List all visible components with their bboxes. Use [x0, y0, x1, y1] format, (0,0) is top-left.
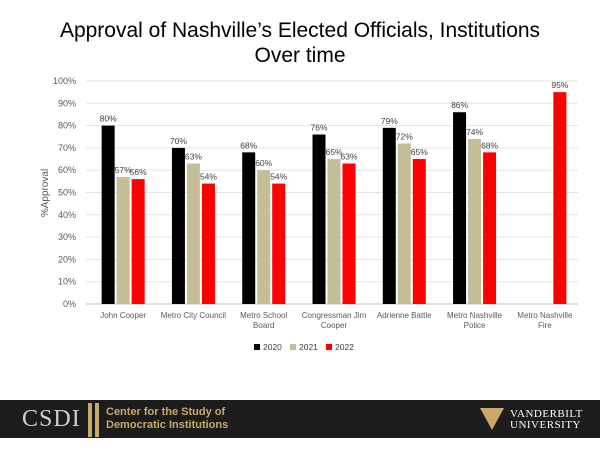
y-axis-ticks: 0% 10% 20% 30% 40% 50% 60% 70% 80% 90% 100%: [53, 76, 76, 309]
y-tick-label: 100%: [53, 76, 76, 86]
legend-label: 2022: [335, 342, 354, 352]
y-tick-label: 90%: [58, 98, 76, 108]
bar-2022: [201, 183, 215, 304]
csdi-logo: CSDI: [22, 406, 81, 432]
bar-2021: [116, 176, 130, 304]
bar-2022: [272, 183, 286, 304]
csdi-name-line2: Democratic Institutions: [106, 419, 229, 431]
y-axis-label: %Approval: [40, 169, 51, 217]
x-tick-label: Congressman Jim: [302, 311, 367, 320]
bar-2022: [342, 163, 356, 304]
data-label: 80%: [100, 114, 117, 124]
chart-title-line2: Over time: [254, 44, 346, 67]
bar-2021: [468, 138, 482, 304]
csdi-name: Center for the Study of Democratic Insti…: [106, 406, 228, 432]
vanderbilt-logo-text: VANDERBILT UNIVERSITY: [510, 409, 583, 431]
y-tick-label: 80%: [58, 121, 76, 131]
data-label: 57%: [115, 165, 132, 175]
x-tick-label: Fire: [538, 321, 552, 330]
data-label: 63%: [340, 152, 357, 162]
bar-2022: [412, 159, 426, 304]
bar-2022: [553, 92, 567, 305]
bar-2020: [453, 112, 467, 304]
y-tick-label: 30%: [58, 232, 76, 242]
data-label: 65%: [411, 147, 428, 157]
data-label: 63%: [185, 152, 202, 162]
data-label: 79%: [381, 116, 398, 126]
data-label: 74%: [466, 127, 483, 137]
x-tick-label: John Cooper: [100, 311, 146, 320]
data-label: 56%: [130, 167, 147, 177]
data-labels: 80%57%56%70%63%54%68%60%54%76%65%63%79%7…: [100, 80, 569, 181]
vanderbilt-v-icon: [480, 408, 504, 430]
x-tick-label: Cooper: [321, 321, 348, 330]
data-label: 72%: [396, 131, 413, 141]
y-tick-label: 20%: [58, 254, 76, 264]
csdi-logo-bar: [88, 403, 92, 437]
footer-banner: CSDI Center for the Study of Democratic …: [0, 400, 600, 438]
data-label: 68%: [240, 140, 257, 150]
data-label: 76%: [310, 123, 327, 133]
y-tick-label: 50%: [58, 188, 76, 198]
data-label: 60%: [255, 158, 272, 168]
chart-title-line1: Approval of Nashville’s Elected Official…: [59, 19, 541, 42]
x-axis-ticks: John Cooper Metro City Council Metro Schoo…: [100, 311, 573, 330]
data-label: 65%: [325, 147, 342, 157]
bar-2020: [382, 127, 396, 304]
bars: [101, 92, 567, 305]
data-label: 95%: [551, 80, 568, 90]
data-label: 68%: [481, 140, 498, 150]
data-label: 86%: [451, 100, 468, 110]
y-tick-label: 60%: [58, 165, 76, 175]
bar-2020: [101, 125, 115, 304]
bar-2021: [327, 159, 341, 304]
data-label: 54%: [270, 172, 287, 182]
legend-swatch-2021: [290, 344, 296, 350]
csdi-logo-bar: [95, 403, 99, 437]
vanderbilt-line2: UNIVERSITY: [510, 419, 581, 431]
bar-chart: 0% 10% 20% 30% 40% 50% 60% 70% 80% 90% 100% 80% 57%…: [40, 76, 578, 352]
bar-2021: [186, 163, 200, 304]
y-tick-label: 10%: [58, 277, 76, 287]
x-tick-label: Police: [464, 321, 486, 330]
y-tick-label: 40%: [58, 210, 76, 220]
x-tick-label: Metro School: [240, 311, 287, 320]
bar-2020: [242, 152, 256, 304]
legend-label: 2020: [263, 342, 282, 352]
legend-swatch-2020: [254, 344, 260, 350]
bar-2022: [131, 179, 145, 304]
bar-2020: [312, 134, 326, 304]
x-tick-label: Adrienne Battle: [377, 311, 432, 320]
x-tick-label: Metro Nashville: [447, 311, 503, 320]
y-tick-label: 0%: [63, 299, 76, 309]
legend-label: 2021: [299, 342, 318, 352]
bar-2020: [171, 147, 185, 304]
csdi-name-line1: Center for the Study of: [106, 406, 226, 418]
chart-title: Approval of Nashville’s Elected Official…: [0, 18, 600, 68]
data-label: 54%: [200, 172, 217, 182]
data-label: 70%: [170, 136, 187, 146]
x-tick-label: Board: [253, 321, 274, 330]
bar-2021: [257, 170, 271, 304]
bar-2021: [397, 143, 411, 304]
legend-swatch-2022: [326, 344, 332, 350]
bar-2022: [483, 152, 497, 304]
x-tick-label: Metro City Council: [161, 311, 227, 320]
y-tick-label: 70%: [58, 143, 76, 153]
vanderbilt-line1: VANDERBILT: [510, 408, 583, 420]
x-tick-label: Metro Nashville: [517, 311, 573, 320]
legend: 2020 2021 2022: [254, 342, 354, 352]
